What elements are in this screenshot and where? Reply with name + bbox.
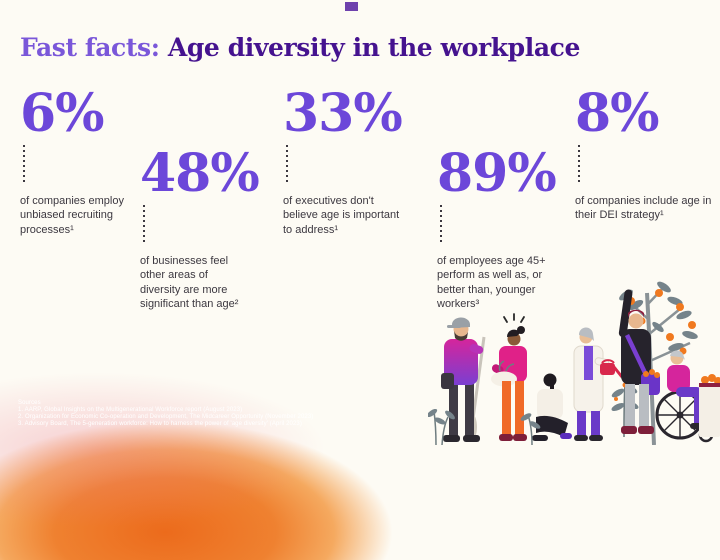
orange-gradient-decoration xyxy=(0,330,490,560)
seated-person xyxy=(532,373,572,441)
man-with-shovel xyxy=(441,317,486,442)
stat-45plus-performance: 89% of employees age 45+ perform as well… xyxy=(437,148,561,311)
stat-value: 6% xyxy=(20,83,105,144)
stat-description: of employees age 45+ perform as well as,… xyxy=(437,255,546,310)
sources-footnotes: Sources 1. AARP, Global Insights on the … xyxy=(18,400,313,428)
brand-accent-square xyxy=(345,2,358,11)
woman-in-wheelchair xyxy=(655,350,720,443)
people-harvesting-illustration xyxy=(428,281,720,445)
stat-dei-strategy: 8% of companies include age in their DEI… xyxy=(575,88,717,223)
page-title: Fast facts: Age diversity in the workpla… xyxy=(20,33,580,63)
dotted-divider xyxy=(143,205,145,243)
woman-with-basket xyxy=(491,313,527,441)
title-prefix: Fast facts: xyxy=(20,32,168,62)
dotted-divider xyxy=(578,145,580,183)
stat-value: 8% xyxy=(575,83,660,144)
stat-description: of businesses feel other areas of divers… xyxy=(140,255,239,310)
stat-other-diversity-areas: 48% of businesses feel other areas of di… xyxy=(140,143,260,311)
stat-value: 89% xyxy=(437,143,557,204)
stat-executives-age-importance: 33% of executives don't believe age is i… xyxy=(283,88,405,237)
source-line: 2. Organization for Economic Co-operatio… xyxy=(18,414,314,420)
source-line: 3. Advisory Board, The 5-generation work… xyxy=(18,421,302,427)
dotted-divider xyxy=(440,205,442,243)
ground-plant xyxy=(428,408,541,445)
stat-value: 33% xyxy=(283,83,403,144)
stat-unbiased-recruiting: 6% of companies employ unbiased recruiti… xyxy=(20,88,138,237)
elder-with-watering-can xyxy=(573,327,624,441)
stat-description: of companies employ unbiased recruiting … xyxy=(20,195,124,236)
dotted-divider xyxy=(286,145,288,183)
stat-description: of executives don't believe age is impor… xyxy=(283,195,400,236)
dotted-divider xyxy=(23,145,25,183)
source-line: 1. AARP, Global Insights on the Multigen… xyxy=(18,407,243,413)
title-main: Age diversity in the workplace xyxy=(167,32,581,62)
sources-heading: Sources xyxy=(18,400,41,406)
stat-value: 48% xyxy=(140,143,260,204)
stat-description: of companies include age in their DEI st… xyxy=(575,195,712,222)
fruit-picker xyxy=(618,289,660,434)
